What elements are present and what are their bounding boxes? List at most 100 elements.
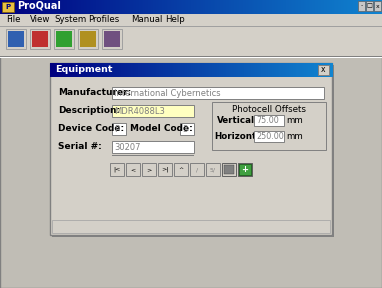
Bar [257, 0, 259, 14]
Bar [238, 0, 240, 14]
Bar [146, 0, 147, 14]
Bar [300, 0, 301, 14]
Bar [71, 0, 73, 14]
Bar [0, 26, 382, 27]
Bar [294, 63, 296, 77]
Bar [183, 63, 185, 77]
Bar [381, 0, 382, 14]
Bar [198, 63, 199, 77]
Bar [119, 63, 120, 77]
Bar [260, 63, 262, 77]
Bar [184, 0, 186, 14]
Bar [6, 29, 26, 49]
Bar [56, 0, 58, 14]
Bar [204, 0, 206, 14]
Bar [144, 63, 146, 77]
Bar [175, 63, 176, 77]
Bar [217, 63, 219, 77]
Bar [242, 0, 243, 14]
Bar [99, 0, 100, 14]
Bar [329, 0, 330, 14]
Bar [8, 0, 10, 14]
Bar [340, 0, 342, 14]
Bar [238, 163, 252, 176]
Bar [208, 0, 209, 14]
Bar [158, 0, 160, 14]
Bar [19, 0, 21, 14]
Bar [295, 63, 296, 77]
Bar [46, 0, 47, 14]
Bar [241, 63, 243, 77]
Bar [169, 0, 170, 14]
Bar [74, 0, 76, 14]
Bar [68, 0, 70, 14]
Bar [113, 0, 115, 14]
Bar [283, 0, 285, 14]
Bar [55, 0, 57, 14]
Bar [127, 63, 128, 77]
Bar [145, 0, 147, 14]
Bar [220, 63, 222, 77]
Bar [16, 0, 18, 14]
Bar [120, 0, 121, 14]
Bar [235, 63, 236, 77]
Bar [365, 0, 366, 14]
Bar [213, 0, 215, 14]
Bar [252, 0, 254, 14]
Bar [109, 63, 110, 77]
Bar [231, 0, 233, 14]
Bar [325, 63, 327, 77]
Bar [63, 63, 65, 77]
Bar [2, 0, 3, 14]
Bar [323, 0, 324, 14]
Bar [107, 63, 108, 77]
Bar [297, 63, 298, 77]
Bar [198, 0, 199, 14]
Bar [274, 63, 275, 77]
Bar [108, 63, 110, 77]
Bar [133, 0, 134, 14]
Bar [87, 0, 89, 14]
Bar [152, 0, 154, 14]
Bar [375, 0, 377, 14]
Bar [344, 0, 345, 14]
Text: 250.00: 250.00 [256, 132, 284, 141]
Bar [76, 0, 78, 14]
Bar [231, 63, 233, 77]
Bar [140, 0, 141, 14]
Bar [278, 63, 280, 77]
Bar [234, 0, 235, 14]
Bar [194, 63, 196, 77]
Bar [369, 0, 371, 14]
Bar [293, 0, 295, 14]
Bar [360, 0, 361, 14]
Bar [293, 63, 295, 77]
Bar [43, 0, 44, 14]
Bar [258, 0, 259, 14]
Bar [253, 63, 254, 77]
Bar [240, 63, 241, 77]
Bar [105, 0, 107, 14]
Bar [254, 115, 284, 126]
Bar [313, 63, 314, 77]
Bar [207, 63, 209, 77]
Bar [318, 63, 319, 77]
Bar [177, 0, 178, 14]
Bar [132, 0, 133, 14]
Bar [111, 0, 113, 14]
Bar [222, 63, 223, 77]
Bar [8, 31, 24, 47]
Bar [196, 63, 197, 77]
Bar [49, 0, 50, 14]
Bar [378, 0, 379, 14]
Bar [245, 63, 246, 77]
Bar [73, 0, 74, 14]
Text: Photocell Offsets: Photocell Offsets [232, 105, 306, 114]
Bar [272, 0, 274, 14]
Bar [94, 0, 96, 14]
Bar [189, 63, 191, 77]
Bar [296, 63, 298, 77]
Bar [347, 0, 348, 14]
Bar [70, 63, 71, 77]
Bar [294, 0, 296, 14]
